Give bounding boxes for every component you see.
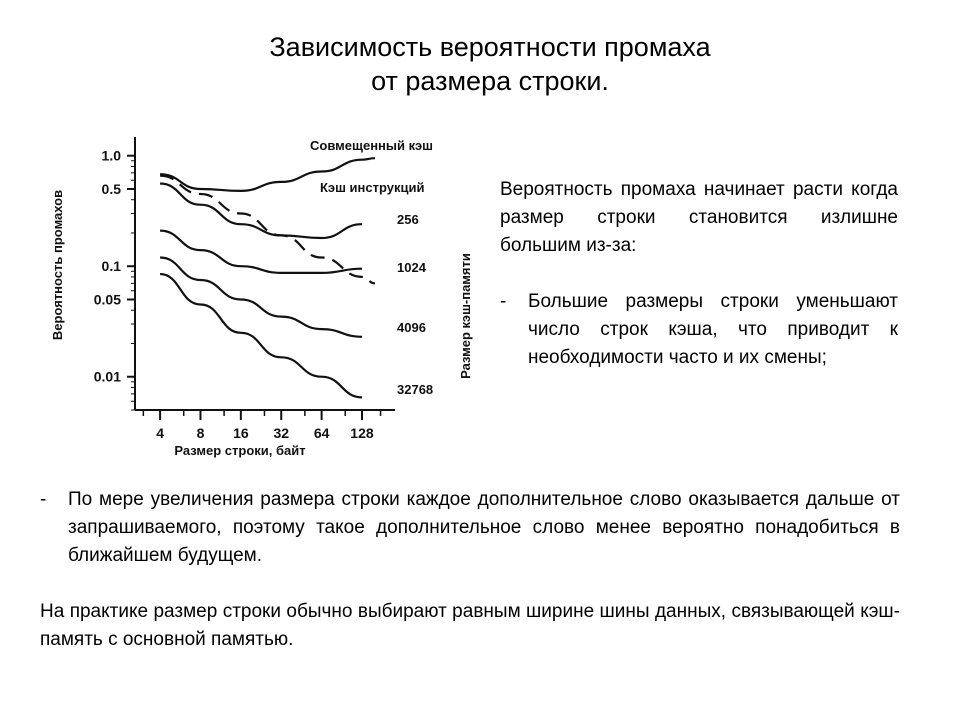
x-tick-label: 8	[197, 425, 205, 441]
x-tick-label: 128	[350, 425, 374, 441]
bullet-dash: -	[500, 291, 507, 312]
y-tick-label: 0.01	[94, 369, 121, 385]
bullet-dash: -	[40, 489, 47, 510]
x-axis-label: Размер строки, байт	[174, 443, 305, 458]
series-line-1024	[160, 229, 363, 274]
series-line-32768	[159, 272, 363, 399]
y-tick-label: 0.05	[94, 291, 121, 307]
series-line-256	[160, 182, 363, 240]
series-label: Совмещенный кэш	[310, 138, 433, 153]
x-tick-label: 64	[314, 425, 330, 441]
series-label: 256	[397, 212, 419, 227]
title-line-2: от размера строки.	[371, 66, 609, 96]
miss-rate-chart: Вероятность промахов Размер кэш-памяти Р…	[50, 137, 473, 458]
y-tick-label: 1.0	[102, 148, 122, 164]
x-tick-label: 16	[233, 425, 249, 441]
x-tick-label: 32	[273, 425, 289, 441]
side-bullet-text: Большие размеры строки уменьшают число с…	[528, 291, 898, 368]
y-tick-label: 0.5	[102, 181, 122, 197]
side-text: Вероятность промаха начинает расти когда…	[500, 176, 898, 372]
series-label: Кэш инструкций	[320, 180, 424, 195]
series-label: 32768	[397, 382, 433, 397]
series-line-Совмещенный кэш	[160, 157, 376, 193]
y-axis-label: Вероятность промахов	[50, 190, 65, 340]
y-axis-right-label: Размер кэш-памяти	[458, 253, 473, 379]
side-paragraph: Вероятность промаха начинает расти когда…	[500, 179, 898, 256]
bottom-bullet: - По мере увеличения размера строки кажд…	[40, 486, 900, 570]
series-label: 1024	[397, 260, 427, 275]
series-label: 4096	[397, 320, 426, 335]
title-line-1: Зависимость вероятности промаха	[269, 32, 711, 62]
x-tick-label: 4	[156, 425, 164, 441]
bottom-text: - По мере увеличения размера строки кажд…	[40, 486, 900, 654]
y-tick-label: 0.1	[102, 258, 122, 274]
slide-title: Зависимость вероятности промаха от разме…	[140, 30, 840, 98]
bottom-bullet-text: По мере увеличения размера строки каждое…	[68, 489, 900, 566]
series-line-4096	[160, 256, 363, 338]
bottom-paragraph: На практике размер строки обычно выбираю…	[40, 601, 900, 650]
side-bullet: - Большие размеры строки уменьшают число…	[500, 288, 898, 372]
